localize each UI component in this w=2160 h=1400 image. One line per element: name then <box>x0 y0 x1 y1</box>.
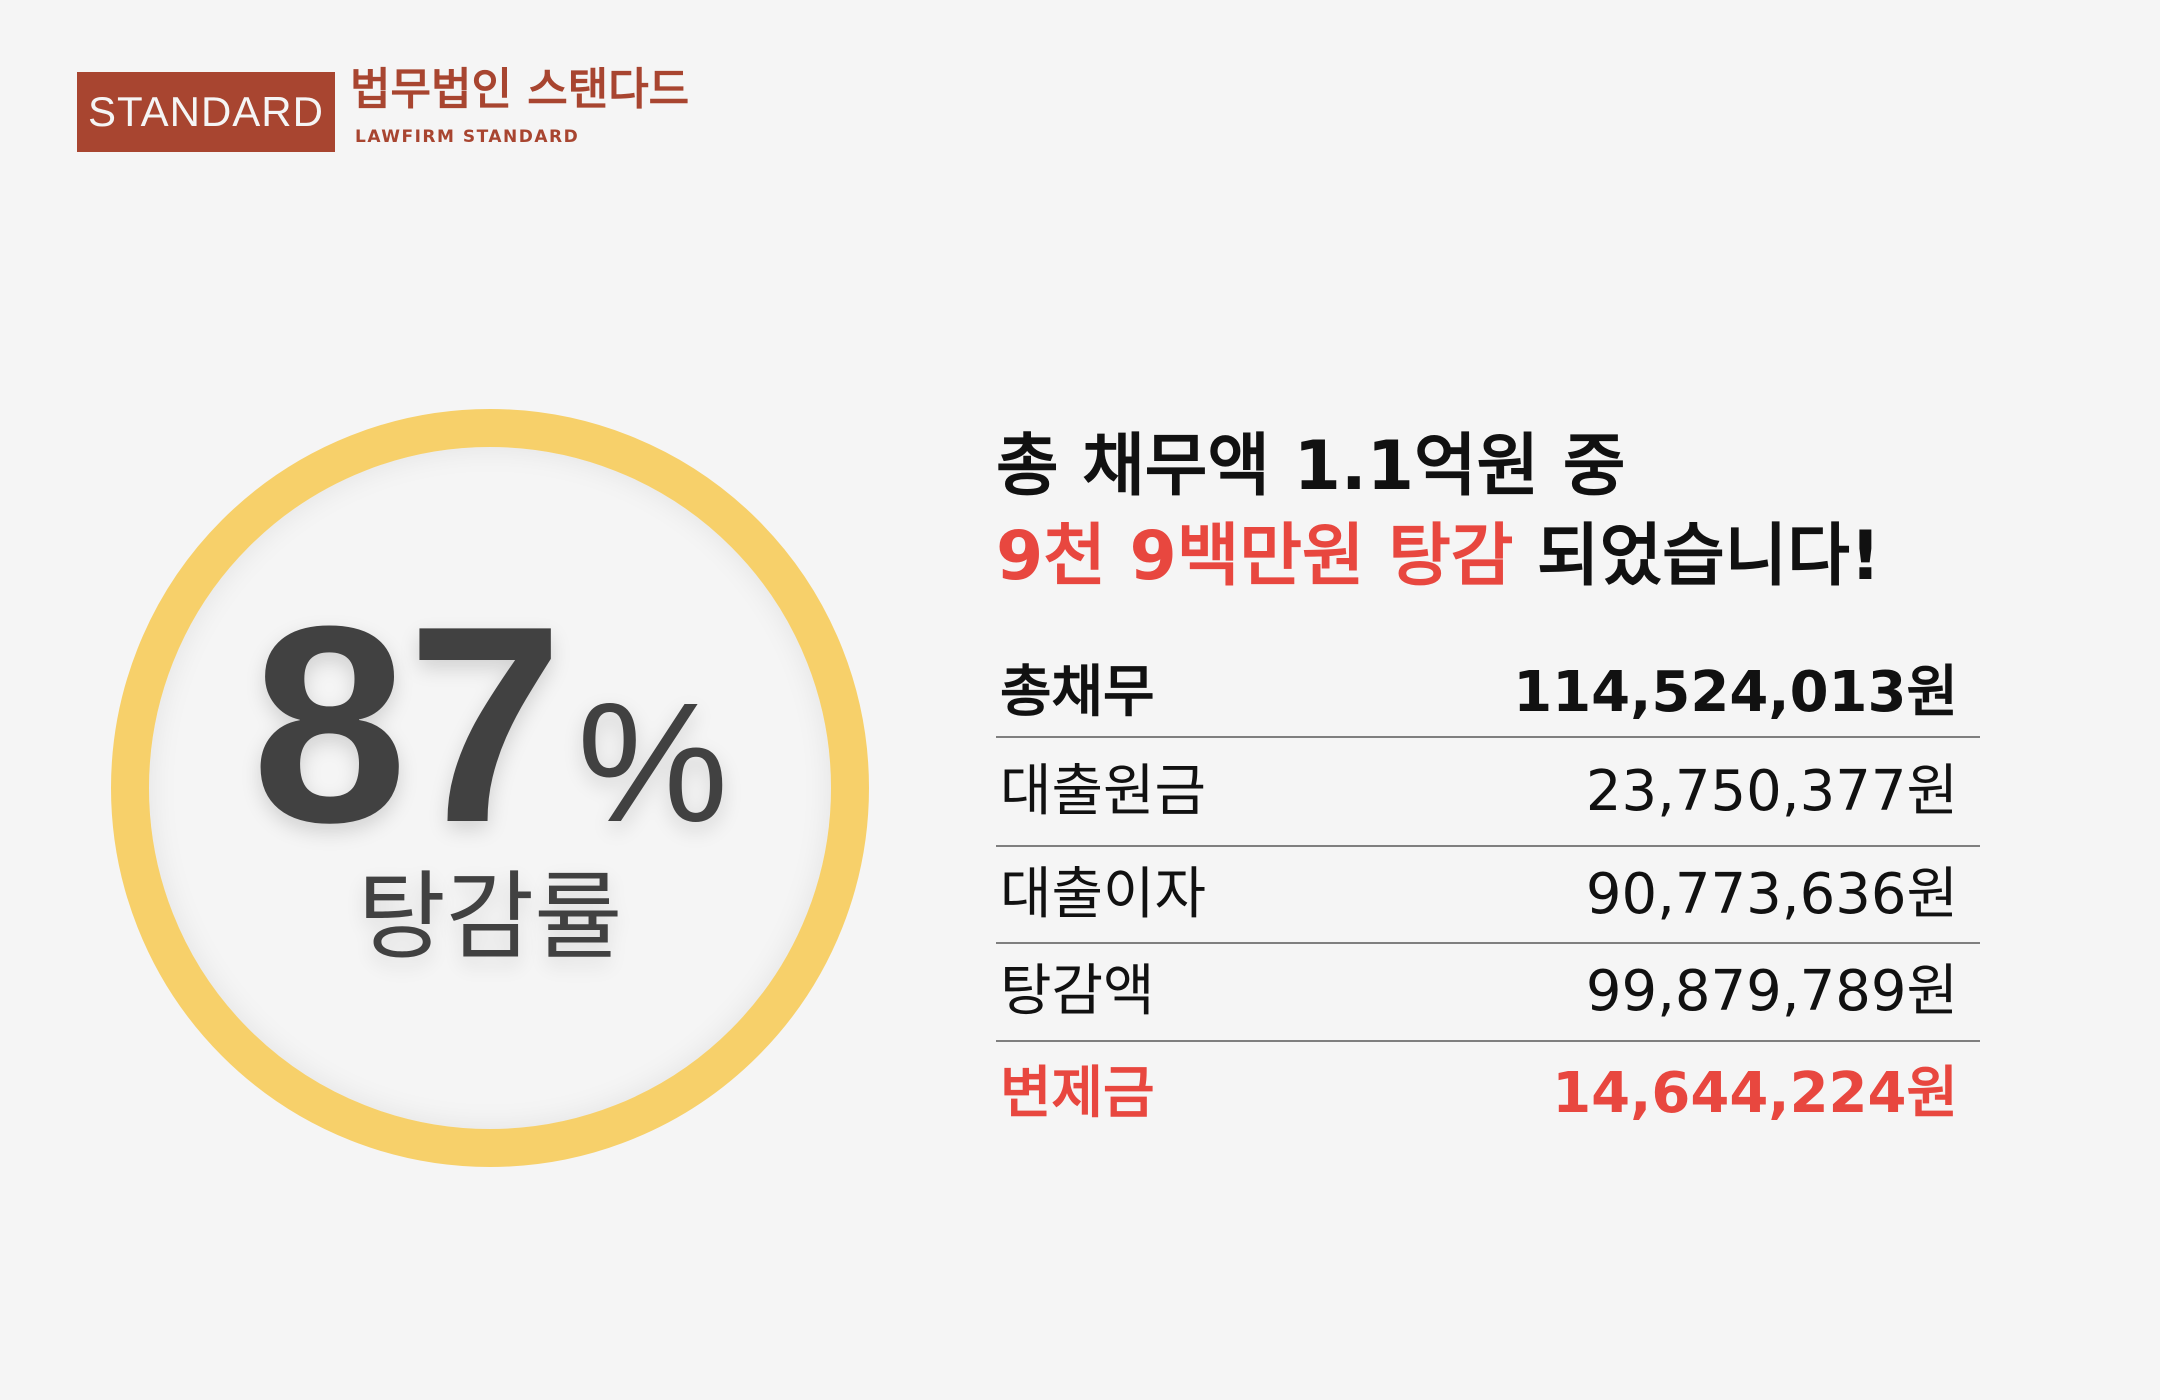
table-row-repayment: 변제금 14,644,224원 <box>996 1042 1980 1146</box>
row-label: 총채무 <box>1000 660 1155 726</box>
row-value: 99,879,789원 <box>1585 959 1958 1025</box>
rate-unit: % <box>577 668 729 858</box>
logo-name-korean: 법무법인 스탠다드 <box>350 64 690 115</box>
row-label: 대출이자 <box>1000 861 1207 927</box>
headline-line-2: 9천 9백만원 탕감 되었습니다! <box>996 517 1881 596</box>
logo-name-english: LAWFIRM STANDARD <box>355 127 580 147</box>
table-row-principal: 대출원금 23,750,377원 <box>996 738 1980 845</box>
table-row-total-debt: 총채무 114,524,013원 <box>996 650 1980 736</box>
row-label: 탕감액 <box>1000 959 1155 1025</box>
divider <box>996 1040 1980 1042</box>
headline-highlight: 9천 9백만원 탕감 <box>996 517 1514 596</box>
row-value: 90,773,636원 <box>1585 861 1958 927</box>
rate-label: 탕감률 <box>357 861 623 973</box>
row-label: 대출원금 <box>1000 758 1207 824</box>
row-value: 114,524,013원 <box>1513 660 1958 726</box>
rate-row: 87 % <box>252 585 729 865</box>
rate-block: 87 % 탕감률 <box>190 585 790 971</box>
debt-table: 총채무 114,524,013원 대출원금 23,750,377원 대출이자 9… <box>996 650 1980 1146</box>
logo-mark-text: STANDARD <box>88 88 324 135</box>
headline-rest: 되었습니다! <box>1513 517 1881 596</box>
row-value: 23,750,377원 <box>1585 758 1958 824</box>
divider <box>996 736 1980 738</box>
logo-mark: STANDARD <box>77 72 335 152</box>
divider <box>996 845 1980 847</box>
row-label: 변제금 <box>1000 1061 1155 1127</box>
row-value: 14,644,224원 <box>1552 1061 1958 1127</box>
headline-line-1: 총 채무액 1.1억원 중 <box>996 427 1626 506</box>
rate-value: 87 <box>251 569 564 881</box>
table-row-interest: 대출이자 90,773,636원 <box>996 847 1980 942</box>
divider <box>996 942 1980 944</box>
table-row-forgiven: 탕감액 99,879,789원 <box>996 944 1980 1040</box>
